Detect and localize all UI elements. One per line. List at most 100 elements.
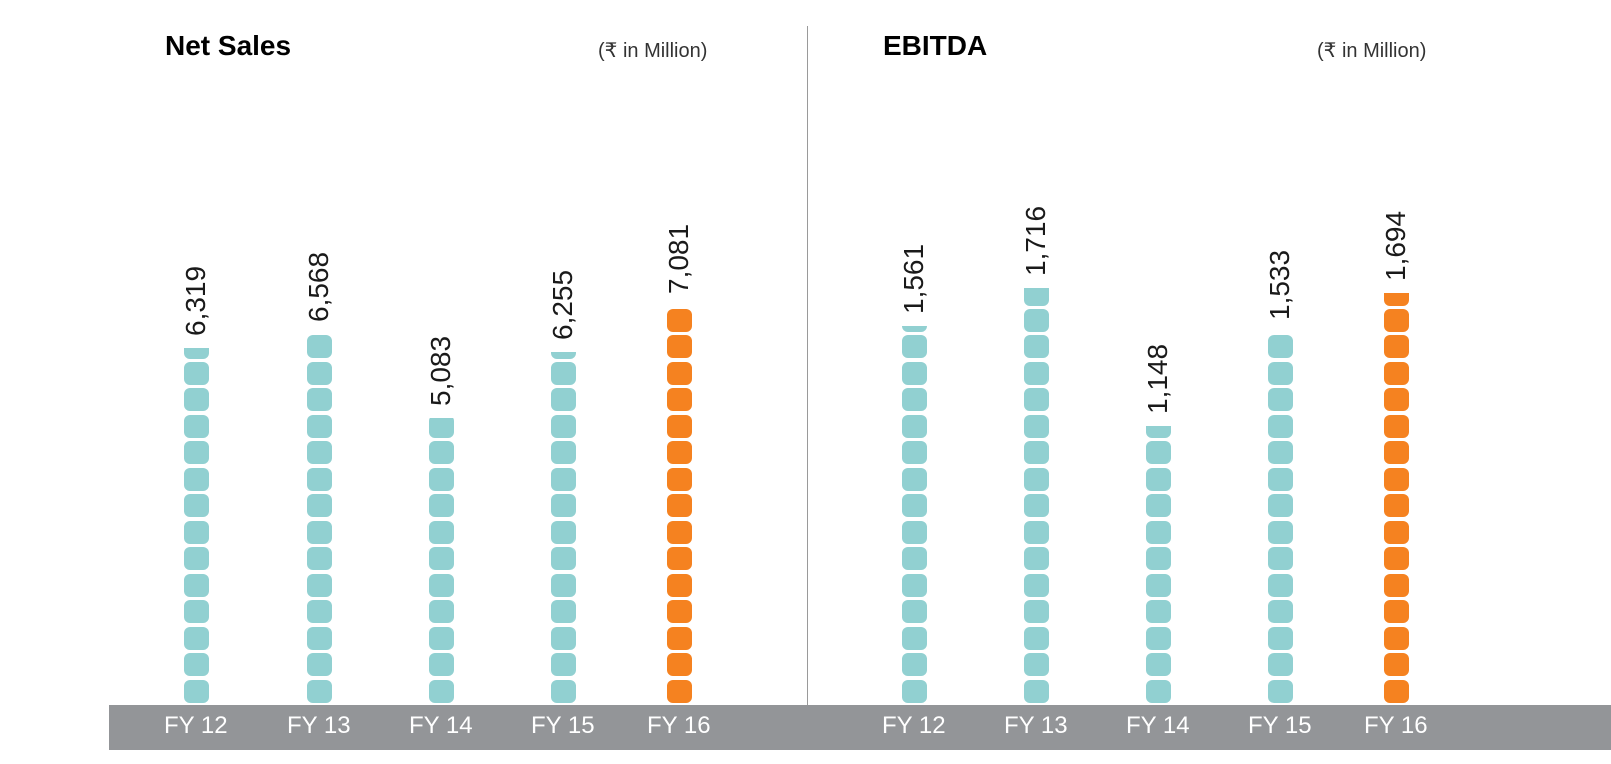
net-sales-tick-label-4: FY 15 <box>531 712 595 739</box>
net-sales-bar-segment <box>306 441 332 465</box>
ebitda-bar-segment <box>901 467 927 491</box>
ebitda-unit: (₹ in Million) <box>1317 40 1427 62</box>
ebitda-bar-2 <box>1023 288 1049 704</box>
net-sales-bar-segment <box>306 520 332 544</box>
net-sales-bar-segment <box>550 467 576 491</box>
ebitda-bar-segment <box>1383 335 1409 359</box>
net-sales-bar-segment <box>550 679 576 703</box>
x-axis-band <box>109 705 1611 750</box>
ebitda-bar-segment <box>1145 573 1171 597</box>
net-sales-bar-segment <box>428 600 454 624</box>
ebitda-bar-segment <box>1145 653 1171 677</box>
ebitda-bar-5 <box>1383 293 1409 704</box>
net-sales-bar-segment <box>666 600 692 624</box>
net-sales-bar-segment <box>428 547 454 571</box>
ebitda-bar-segment <box>901 414 927 438</box>
ebitda-bar-segment <box>1023 335 1049 359</box>
ebitda-bar-segment <box>901 653 927 677</box>
net-sales-bar-segment <box>666 494 692 518</box>
net-sales-bar-segment <box>428 679 454 703</box>
ebitda-bar-segment <box>1383 494 1409 518</box>
ebitda-tick-label-3: FY 14 <box>1126 712 1190 739</box>
ebitda-bar-segment <box>901 388 927 412</box>
net-sales-bar-segment <box>428 626 454 650</box>
net-sales-bar-segment <box>183 441 209 465</box>
ebitda-bar-segment <box>1383 467 1409 491</box>
net-sales-bar-segment <box>306 388 332 412</box>
net-sales-bar-segment <box>666 573 692 597</box>
net-sales-bar-segment <box>183 653 209 677</box>
ebitda-bar-segment <box>901 520 927 544</box>
ebitda-value-label-4: 1,533 <box>1264 250 1295 321</box>
net-sales-bar-segment <box>306 467 332 491</box>
net-sales-bar-segment <box>550 361 576 385</box>
net-sales-value-label-4: 6,255 <box>547 269 578 341</box>
ebitda-bar-segment <box>1267 494 1293 518</box>
net-sales-bar-segment <box>550 573 576 597</box>
net-sales-bar-segment <box>550 626 576 650</box>
ebitda-bar-segment <box>1267 600 1293 624</box>
ebitda-bar-segment <box>1267 679 1293 703</box>
net-sales-bar-segment <box>183 600 209 624</box>
ebitda-bar-segment <box>1267 467 1293 491</box>
net-sales-bar-segment <box>183 626 209 650</box>
ebitda-bar-segment <box>1023 414 1049 438</box>
ebitda-bar-segment <box>1145 520 1171 544</box>
net-sales-bar-segment <box>306 414 332 438</box>
ebitda-value-label-1: 1,561 <box>898 243 929 314</box>
ebitda-bar-segment <box>1023 547 1049 571</box>
ebitda-value-label-5: 1,694 <box>1380 211 1411 282</box>
net-sales-bar-segment <box>183 547 209 571</box>
net-sales-bar-segment <box>183 520 209 544</box>
ebitda-bar-segment <box>1267 388 1293 412</box>
ebitda-bar-segment <box>1383 626 1409 650</box>
ebitda-bar-segment <box>1023 441 1049 465</box>
ebitda-bar-segment <box>1267 335 1293 359</box>
ebitda-bar-segment <box>901 626 927 650</box>
net-sales-bar-segment <box>428 520 454 544</box>
ebitda-bar-segment <box>1383 520 1409 544</box>
ebitda-bar-segment <box>1023 679 1049 703</box>
ebitda-bar-segment <box>1383 653 1409 677</box>
net-sales-bar-segment <box>666 467 692 491</box>
net-sales-bar-segment <box>306 573 332 597</box>
net-sales-bar-3 <box>428 417 454 704</box>
net-sales-value-label-2: 6,568 <box>303 252 334 323</box>
net-sales-bar-5 <box>666 306 692 704</box>
net-sales-bar-segment <box>306 361 332 385</box>
ebitda-bar-segment <box>1145 600 1171 624</box>
net-sales-bar-segment <box>183 494 209 518</box>
net-sales-bar-segment <box>306 653 332 677</box>
net-sales-bar-segment <box>183 467 209 491</box>
net-sales-tick-label-3: FY 14 <box>409 712 473 739</box>
ebitda-bar-segment <box>1383 308 1409 332</box>
ebitda-bar-segment <box>901 573 927 597</box>
ebitda-bar-segment <box>1267 626 1293 650</box>
net-sales-bar-segment <box>428 494 454 518</box>
net-sales-bar-segment <box>666 335 692 359</box>
ebitda-bar-segment <box>1145 441 1171 465</box>
ebitda-bar-segment <box>1267 361 1293 385</box>
net-sales-bar-segment <box>666 653 692 677</box>
net-sales-bar-segment <box>306 626 332 650</box>
net-sales-bar-segment <box>306 679 332 703</box>
net-sales-bar-segment <box>550 414 576 438</box>
net-sales-unit: (₹ in Million) <box>598 40 708 62</box>
ebitda-bar-segment <box>1383 388 1409 412</box>
ebitda-bar-segment <box>901 679 927 703</box>
net-sales-bar-segment <box>666 308 692 332</box>
ebitda-bar-segment <box>901 325 927 332</box>
ebitda-bar-segment <box>1383 679 1409 703</box>
ebitda-bar-segment <box>901 600 927 624</box>
net-sales-bar-segment <box>666 388 692 412</box>
ebitda-value-label-2: 1,716 <box>1020 206 1051 277</box>
ebitda-bar-segment <box>1383 600 1409 624</box>
net-sales-bar-segment <box>550 520 576 544</box>
ebitda-bar-segment <box>1267 573 1293 597</box>
net-sales-bar-segment <box>183 414 209 438</box>
net-sales-bar-segment <box>306 335 332 359</box>
ebitda-bar-segment <box>1145 467 1171 491</box>
net-sales-value-label-5: 7,081 <box>663 223 694 294</box>
net-sales-bar-segment <box>666 414 692 438</box>
